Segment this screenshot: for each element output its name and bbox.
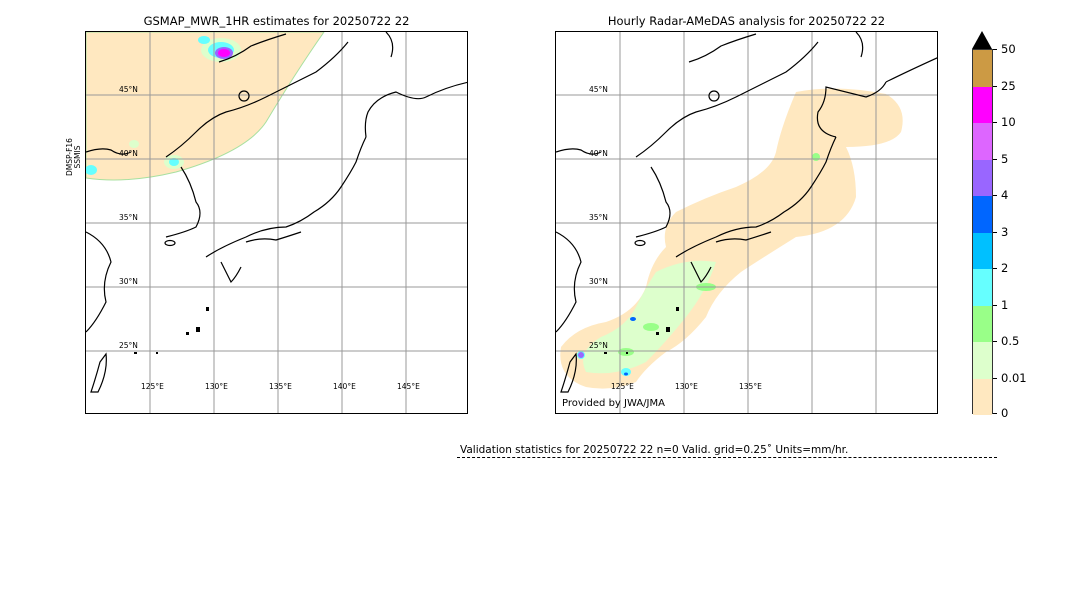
colorbar-label: 2 [1001, 261, 1009, 275]
colorbar-tick [993, 377, 997, 379]
data-credit: Provided by JWA/JMA [562, 398, 665, 409]
colorbar-segment-5-10 [973, 123, 992, 160]
left-lon-tick: 135°E [269, 382, 292, 391]
colorbar-label: 0.01 [1001, 370, 1027, 385]
right-map-graphic [556, 32, 937, 413]
colorbar-label: 50 [1001, 42, 1016, 56]
left-lat-tick: 35°N [119, 213, 138, 222]
right-lon-tick: 135°E [739, 382, 762, 391]
left-panel-title: GSMAP_MWR_1HR estimates for 20250722 22 [143, 14, 410, 28]
colorbar-label: 3 [1001, 224, 1009, 239]
left-lon-tick: 130°E [205, 382, 228, 391]
right-lat-tick: 35°N [589, 213, 608, 222]
left-lat-tick: 30°N [119, 277, 138, 286]
right-lat-tick: 45°N [589, 85, 608, 94]
left-lat-tick: 25°N [119, 341, 138, 350]
colorbar-tick [993, 122, 997, 123]
colorbar-label: 25 [1001, 78, 1016, 93]
colorbar-segment-1-2 [973, 269, 992, 306]
left-lon-tick: 140°E [333, 382, 356, 391]
satellite-label: DMSP-F16 SSMIS [65, 138, 82, 176]
colorbar-extend-arrow [972, 31, 992, 49]
left-map-panel [85, 31, 468, 414]
colorbar-segment-0-0.01 [973, 378, 992, 415]
colorbar-tick [993, 268, 997, 269]
validation-divider [457, 457, 997, 458]
colorbar-label: 0.5 [1001, 334, 1020, 348]
right-map-panel: Provided by JWA/JMA [555, 31, 938, 414]
colorbar-tick [993, 195, 997, 196]
colorbar-label: 5 [1001, 151, 1009, 166]
right-lat-tick: 30°N [589, 277, 608, 286]
sensor-name: SSMIS [73, 145, 82, 169]
colorbar-segment-10-25 [973, 86, 992, 123]
left-lon-tick: 125°E [141, 382, 164, 391]
colorbar-tick [993, 413, 997, 414]
colorbar-label: 4 [1001, 188, 1009, 202]
right-lon-tick: 130°E [675, 382, 698, 391]
left-lat-tick: 40°N [119, 149, 138, 158]
colorbar-segment-3-4 [973, 196, 992, 233]
colorbar-tick [993, 231, 997, 233]
colorbar-segment-4-5 [973, 159, 992, 196]
left-lon-tick: 145°E [397, 382, 420, 391]
left-lat-tick: 45°N [119, 85, 138, 94]
colorbar-tick [993, 341, 997, 342]
colorbar-tick [993, 158, 997, 160]
colorbar-tick [993, 85, 997, 87]
colorbar-tick [993, 304, 997, 306]
validation-statistics: Validation statistics for 20250722 22 n=… [460, 444, 849, 456]
colorbar-label: 1 [1001, 297, 1009, 312]
colorbar-segment-0.5-1 [973, 305, 992, 342]
left-map-graphic [86, 32, 467, 413]
colorbar-label: 0 [1001, 406, 1009, 420]
colorbar-label: 10 [1001, 115, 1016, 129]
right-lon-tick: 125°E [611, 382, 634, 391]
colorbar-segment-25-50 [973, 50, 992, 87]
colorbar-segment-0.01-0.5 [973, 342, 992, 379]
colorbar-segment-2-3 [973, 232, 992, 269]
right-panel-title: Hourly Radar-AMeDAS analysis for 2025072… [607, 14, 886, 28]
right-lat-tick: 40°N [589, 149, 608, 158]
colorbar-tick [993, 49, 997, 50]
colorbar [972, 49, 993, 415]
right-lat-tick: 25°N [589, 341, 608, 350]
